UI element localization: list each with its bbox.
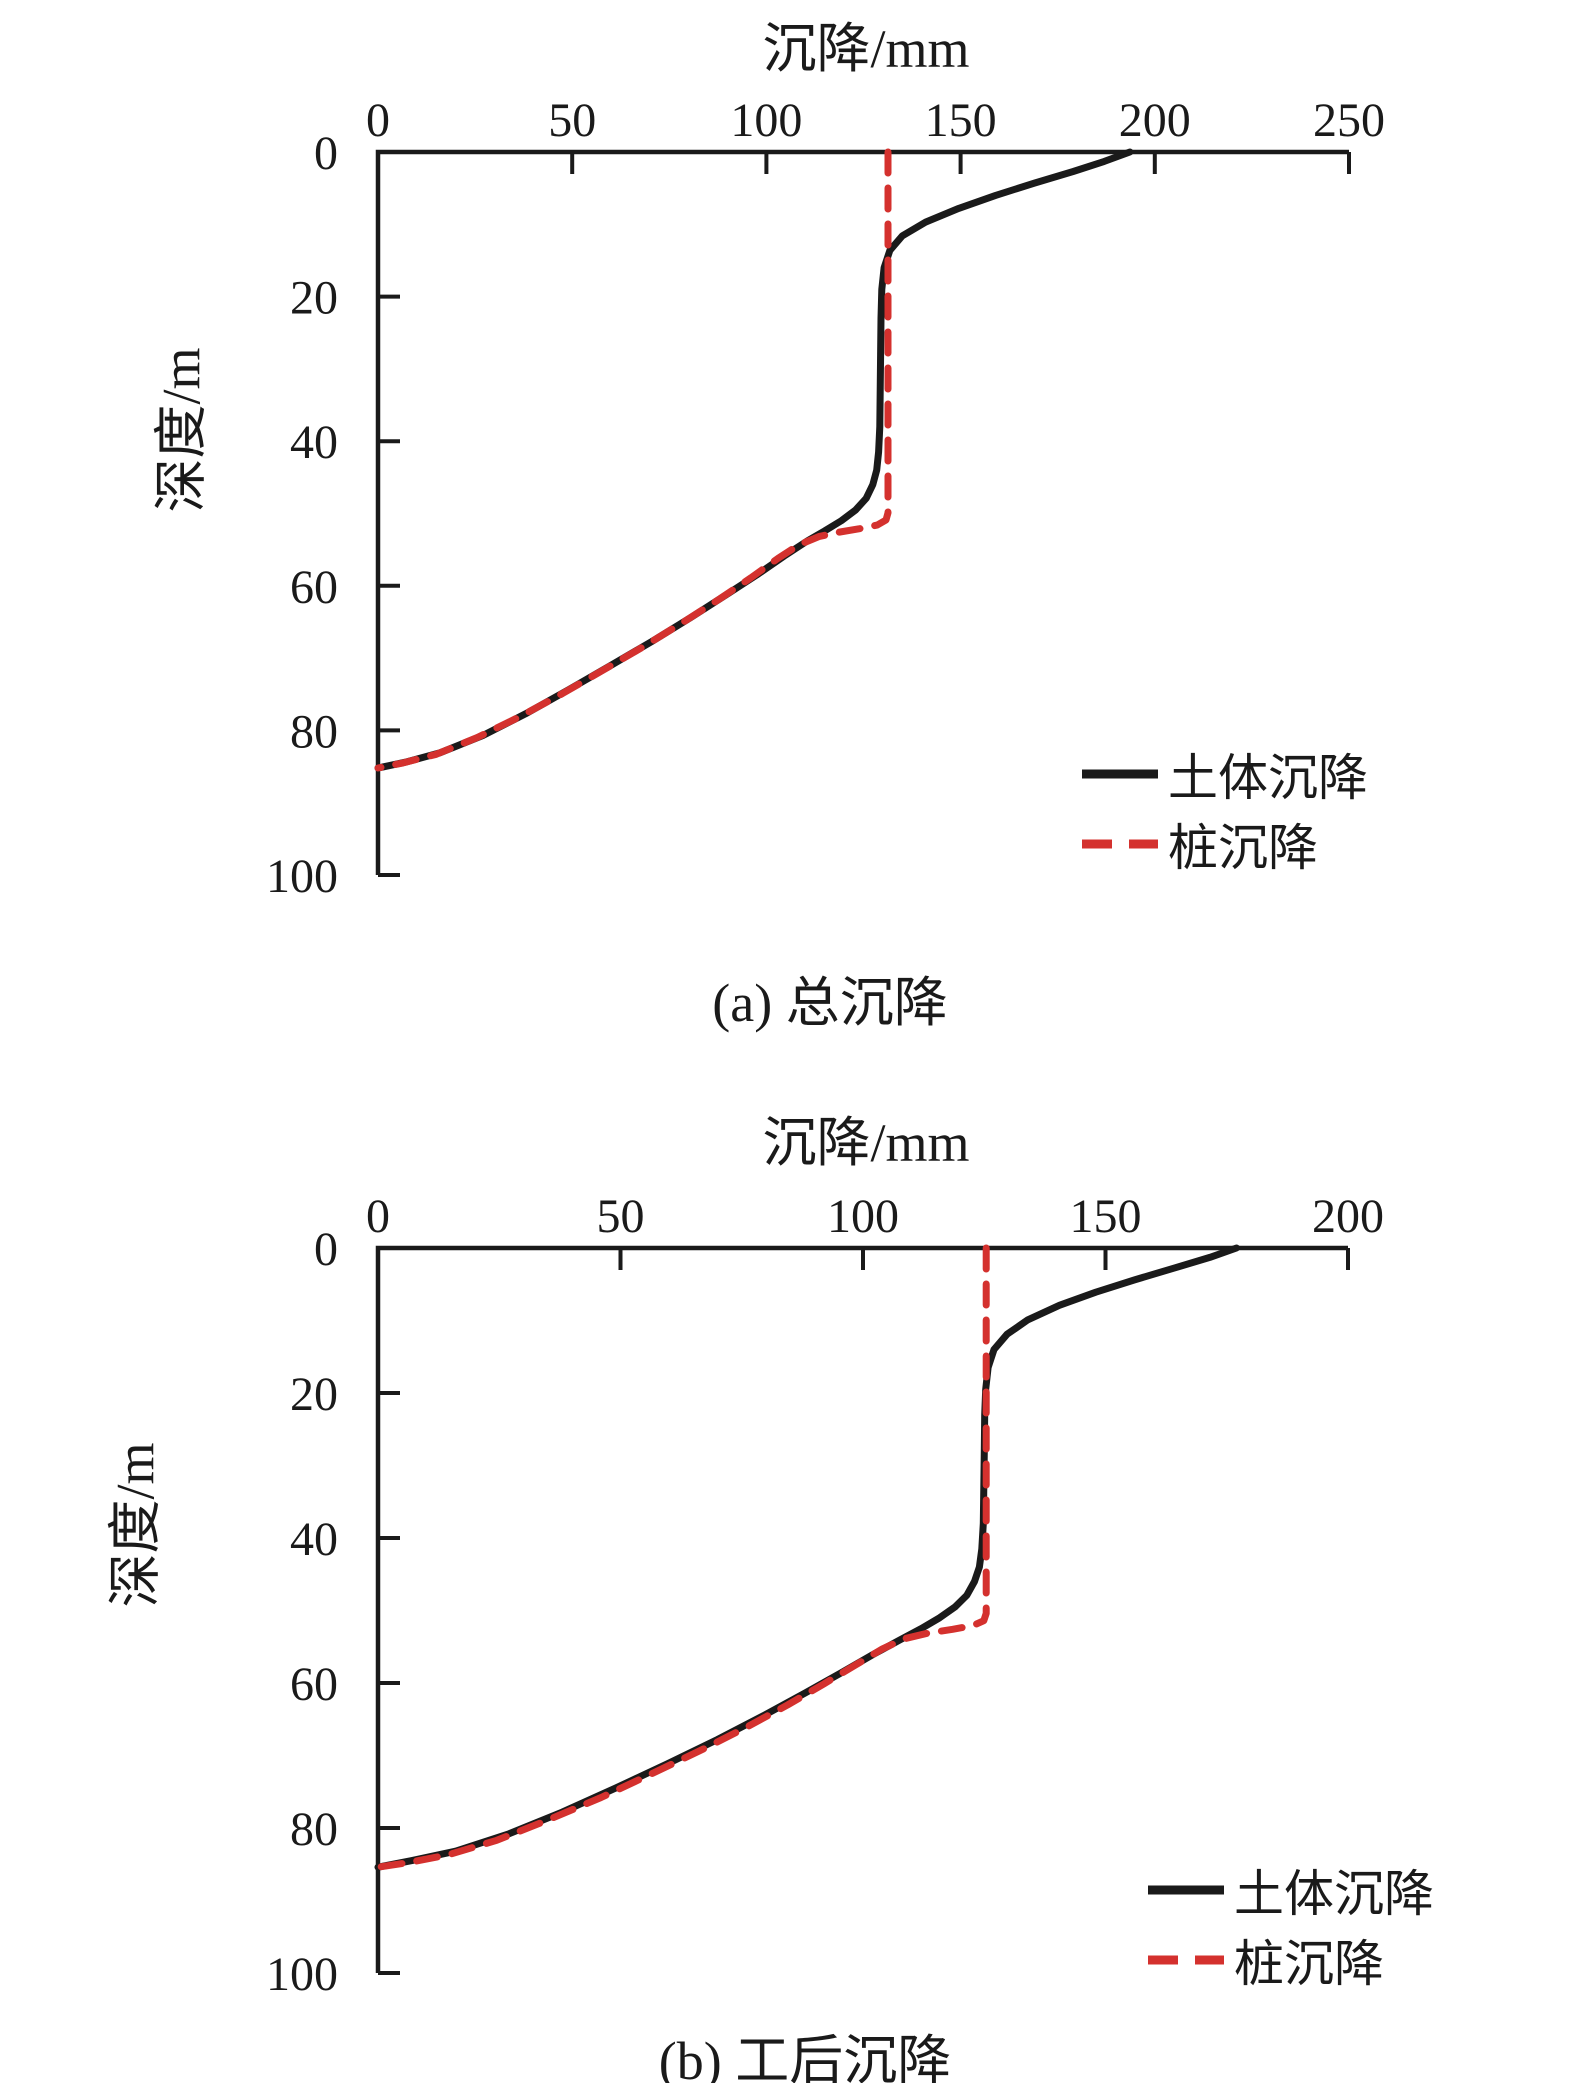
chart-a-x-tick-label: 100 <box>730 94 802 147</box>
chart-a-legend-label-soil: 土体沉降 <box>1168 750 1368 806</box>
chart-a-x-axis-title: 沉降/mm <box>762 19 970 79</box>
chart-a-y-axis-title: 深度/m <box>151 347 212 513</box>
chart-b-series-pile <box>374 1244 990 1871</box>
chart-a-series-soil <box>374 148 1134 772</box>
chart-b-x-tick-label: 200 <box>1312 1190 1384 1243</box>
chart-a-x-tick-label: 150 <box>925 94 997 147</box>
chart-b-x-tick-label: 0 <box>366 1190 390 1243</box>
chart-a-y-tick-label: 20 <box>290 272 338 325</box>
chart-b-x-tick-label: 150 <box>1070 1190 1142 1243</box>
chart-a-y-tick-label: 100 <box>266 850 338 903</box>
chart-b-caption: (b) 工后沉降 <box>658 2031 952 2083</box>
chart-a-legend: 土体沉降 桩沉降 <box>1080 746 1368 876</box>
chart-b-y-tick-label: 80 <box>290 1803 338 1856</box>
chart-a-y-tick-label: 0 <box>314 127 338 180</box>
chart-a-series-pile <box>374 148 892 772</box>
chart-b-x-tick-label: 50 <box>597 1190 645 1243</box>
chart-a-x-tick-label: 0 <box>366 94 390 147</box>
chart-b-legend-label-pile: 桩沉降 <box>1234 1936 1384 1992</box>
chart-b-y-tick-label: 60 <box>290 1658 338 1711</box>
chart-b-legend-item-pile: 桩沉降 <box>1146 1932 1434 1992</box>
chart-b-x-tick-label: 100 <box>827 1190 899 1243</box>
chart-b-y-tick-label: 100 <box>266 1948 338 2001</box>
pile-line-sample <box>1082 839 1158 849</box>
chart-a-caption: (a) 总沉降 <box>712 973 948 1033</box>
chart-a-legend-item-soil: 土体沉降 <box>1080 746 1368 806</box>
chart-b-legend-label-soil: 土体沉降 <box>1234 1866 1434 1922</box>
chart-b-legend-item-soil: 土体沉降 <box>1146 1862 1434 1922</box>
chart-b-x-axis-title: 沉降/mm <box>762 1113 970 1173</box>
chart-b-legend: 土体沉降 桩沉降 <box>1146 1862 1434 1992</box>
chart-b-y-tick-label: 20 <box>290 1368 338 1421</box>
pile-line-sample <box>1148 1955 1224 1965</box>
chart-a-y-tick-label: 40 <box>290 416 338 469</box>
chart-a-x-tick-label: 50 <box>548 94 596 147</box>
chart-a-y-tick-label: 60 <box>290 561 338 614</box>
soil-line-sample <box>1148 1885 1224 1895</box>
chart-a-x-tick-label: 200 <box>1119 94 1191 147</box>
chart-b-y-tick-label: 40 <box>290 1513 338 1566</box>
chart-b-y-tick-label: 0 <box>314 1223 338 1276</box>
chart-b-y-axis-title: 深度/m <box>105 1442 166 1608</box>
chart-a-x-tick-label: 250 <box>1313 94 1385 147</box>
chart-a-legend-label-pile: 桩沉降 <box>1168 820 1318 876</box>
chart-b-series-soil <box>374 1244 1240 1871</box>
chart-a-y-tick-label: 80 <box>290 705 338 758</box>
chart-a-legend-item-pile: 桩沉降 <box>1080 816 1368 876</box>
soil-line-sample <box>1082 769 1158 779</box>
